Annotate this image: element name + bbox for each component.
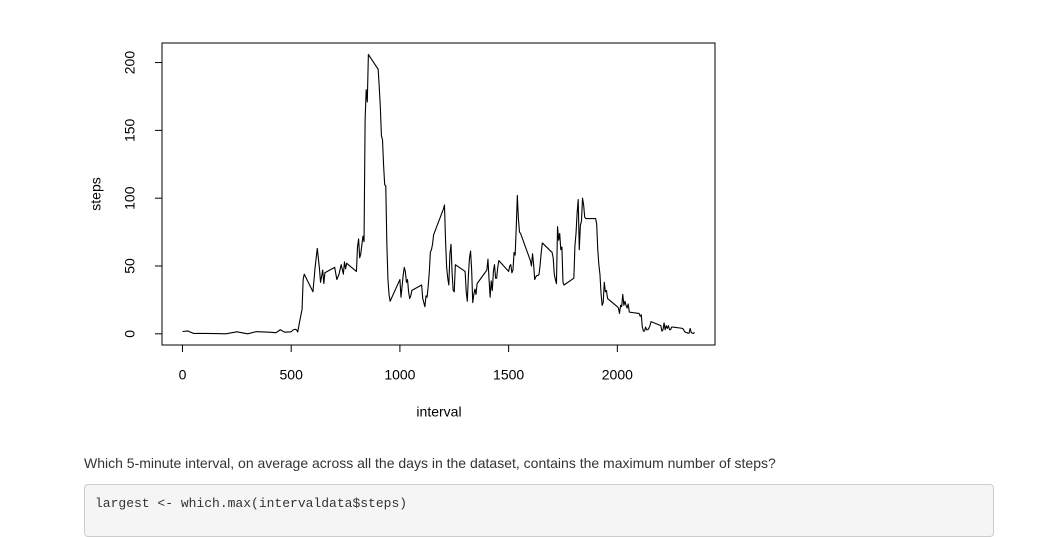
chart: interval steps 0 500 1000 1500 2000 0 50 100 150… bbox=[88, 42, 716, 420]
x-tick-label: 2000 bbox=[602, 367, 633, 383]
x-tick-label: 500 bbox=[280, 367, 304, 383]
data-line bbox=[182, 53, 695, 335]
y-tick-label: 50 bbox=[122, 258, 138, 274]
code-block: largest <- which.max(intervaldata$steps) bbox=[84, 484, 994, 537]
y-tick-label: 150 bbox=[122, 118, 138, 142]
x-tick-label: 1000 bbox=[384, 367, 415, 383]
x-tick-label: 1500 bbox=[493, 367, 524, 383]
x-tick-label: 0 bbox=[179, 367, 187, 383]
x-axis-label: interval bbox=[416, 404, 461, 420]
y-tick-label: 0 bbox=[122, 330, 138, 338]
y-tick-label: 200 bbox=[122, 51, 138, 75]
y-axis-label: steps bbox=[88, 177, 104, 210]
question: Which 5-minute interval, on average acro… bbox=[84, 455, 776, 471]
y-tick-label: 100 bbox=[122, 186, 138, 210]
page: {"chart_data": {"type": "line", "x_label… bbox=[84, 42, 994, 537]
plot-box bbox=[161, 42, 716, 346]
